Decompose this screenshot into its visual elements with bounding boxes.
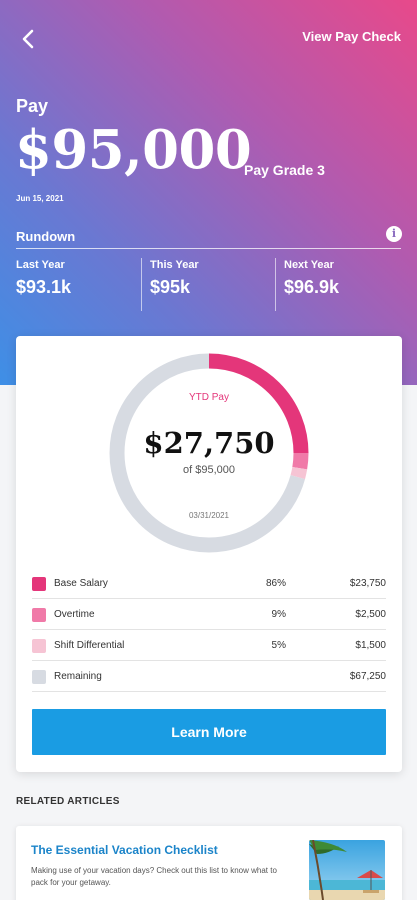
pay-amount: $95,000	[15, 119, 252, 181]
ytd-card: YTD Pay $27,750 of $95,000 03/31/2021 Ba…	[16, 336, 402, 772]
stat-next-year: Next Year $96.9k	[284, 259, 339, 298]
legend-amount: $2,500	[355, 609, 386, 620]
legend-amount: $67,250	[349, 671, 386, 682]
stat-divider	[275, 258, 276, 311]
stat-last-year: Last Year $93.1k	[16, 259, 71, 298]
article-title[interactable]: The Essential Vacation Checklist	[31, 843, 218, 857]
stat-divider	[141, 258, 142, 311]
ytd-date: 03/31/2021	[188, 511, 230, 520]
view-pay-check-link[interactable]: View Pay Check	[302, 29, 401, 44]
stat-label: Next Year	[284, 259, 334, 271]
legend-percent: 5%	[271, 640, 286, 651]
legend-name: Base Salary	[54, 578, 108, 589]
color-swatch	[32, 608, 46, 622]
color-swatch	[32, 577, 46, 591]
rundown-title: Rundown	[16, 229, 76, 244]
divider	[16, 248, 401, 249]
legend-name: Remaining	[54, 671, 102, 682]
legend-row-overtime: Overtime 9% $2,500	[32, 599, 386, 630]
ytd-label: YTD Pay	[188, 392, 229, 403]
back-button[interactable]	[16, 26, 42, 52]
article-description: Making use of your vacation days? Check …	[31, 866, 277, 887]
stat-value: $93.1k	[16, 277, 72, 297]
legend-name: Shift Differential	[54, 640, 125, 651]
legend-percent: 86%	[265, 578, 286, 589]
ytd-of-total: of $95,000	[183, 464, 235, 476]
legend-percent: 9%	[271, 609, 286, 620]
ytd-donut-chart	[109, 353, 309, 553]
pay-grade: Pay Grade 3	[244, 162, 325, 178]
learn-more-button[interactable]: Learn More	[32, 709, 386, 755]
hero-header: View Pay Check Pay $95,000 Pay Grade 3 J…	[0, 0, 417, 385]
color-swatch	[32, 670, 46, 684]
stat-value: $95k	[150, 277, 191, 297]
pay-label: Pay	[16, 96, 49, 116]
legend-row-remaining: Remaining $67,250	[32, 661, 386, 692]
article-card[interactable]: The Essential Vacation Checklist Making …	[16, 826, 402, 900]
info-icon[interactable]: i	[386, 226, 402, 242]
legend-name: Overtime	[54, 609, 95, 620]
legend-amount: $23,750	[349, 578, 386, 589]
stat-label: Last Year	[16, 259, 65, 271]
stat-this-year: This Year $95k	[150, 259, 199, 298]
legend-row-shift-differential: Shift Differential 5% $1,500	[32, 630, 386, 661]
breakdown-legend: Base Salary 86% $23,750 Overtime 9% $2,5…	[32, 568, 386, 692]
beach-thumbnail-image	[309, 840, 385, 900]
chevron-left-icon	[22, 29, 34, 49]
ytd-amount: $27,750	[143, 426, 275, 460]
color-swatch	[32, 639, 46, 653]
donut-segment-remaining	[109, 353, 309, 553]
stat-label: This Year	[150, 259, 199, 271]
stat-value: $96.9k	[284, 277, 340, 297]
legend-amount: $1,500	[355, 640, 386, 651]
legend-row-base-salary: Base Salary 86% $23,750	[32, 568, 386, 599]
related-articles-heading: RELATED ARTICLES	[16, 796, 120, 807]
pay-date: Jun 15, 2021	[16, 194, 64, 203]
